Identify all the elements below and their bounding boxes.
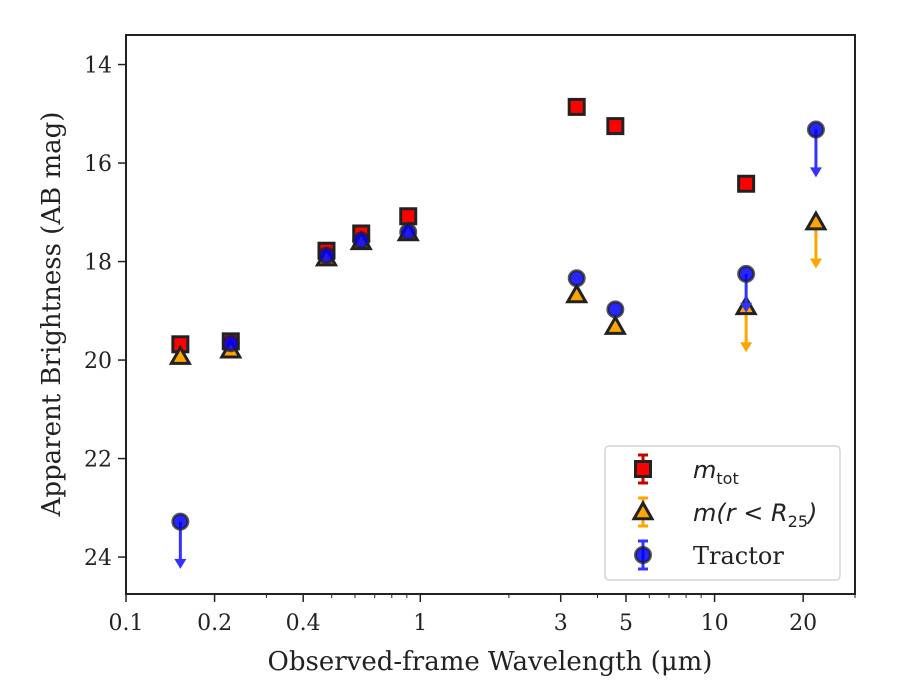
data-point [606,300,625,319]
legend-marker [631,499,655,521]
upper-limit-arrow-head [809,167,822,178]
x-tick-label: 5 [619,611,633,636]
legend-label: Tractor [693,542,784,570]
data-point [737,174,756,193]
x-tick-label: 0.4 [286,611,321,636]
data-point [567,269,586,288]
data-point [168,344,192,365]
legend-label: mtot [693,456,739,488]
data-point [567,97,586,116]
series-square [171,97,756,354]
x-axis-label: Observed-frame Wavelength (μm) [268,647,713,677]
y-tick-label: 14 [84,54,112,79]
y-tick-label: 16 [84,152,112,177]
data-point [737,264,756,283]
legend-items: mtot m(r < R25) Tractor [631,453,817,571]
legend-marker [634,460,652,478]
data-point [565,283,589,304]
series-circle [171,120,825,569]
x-tick-label: 10 [701,611,729,636]
data-point [221,334,240,353]
axis-ticks: 0.1 0.2 0.4 1 3 5 10 20 14 16 18 20 22 24 [84,54,856,636]
x-tick-label: 1 [413,611,427,636]
x-tick-label: 3 [554,611,568,636]
data-point [606,117,625,136]
data-point [804,210,828,231]
plot-frame [125,34,856,595]
upper-limit-arrow-head [740,342,753,353]
legend: mtot m(r < R25) Tractor [604,445,841,581]
x-tick-label: 20 [789,611,817,636]
x-tick-label: 0.1 [109,611,144,636]
data-point [603,314,627,335]
data-point [171,512,190,531]
series-layer [168,97,828,569]
legend-frame [604,445,841,581]
y-tick-label: 20 [84,349,112,374]
x-tick-label: 0.2 [197,611,232,636]
upper-limit-arrow-head [809,258,822,269]
data-point [352,231,371,250]
series-triangle [168,210,828,365]
legend-marker [634,546,652,564]
y-tick-label: 22 [84,448,112,473]
y-axis-label: Apparent Brightness (AB mag) [37,112,67,518]
y-tick-label: 24 [84,546,112,571]
legend-label: m(r < R25) [693,499,817,531]
data-point [317,246,336,265]
y-tick-label: 18 [84,251,112,276]
data-point [399,223,418,242]
upper-limit-arrow-head [174,558,187,569]
upper-limit-arrow-head [740,302,753,313]
data-point [806,120,825,139]
